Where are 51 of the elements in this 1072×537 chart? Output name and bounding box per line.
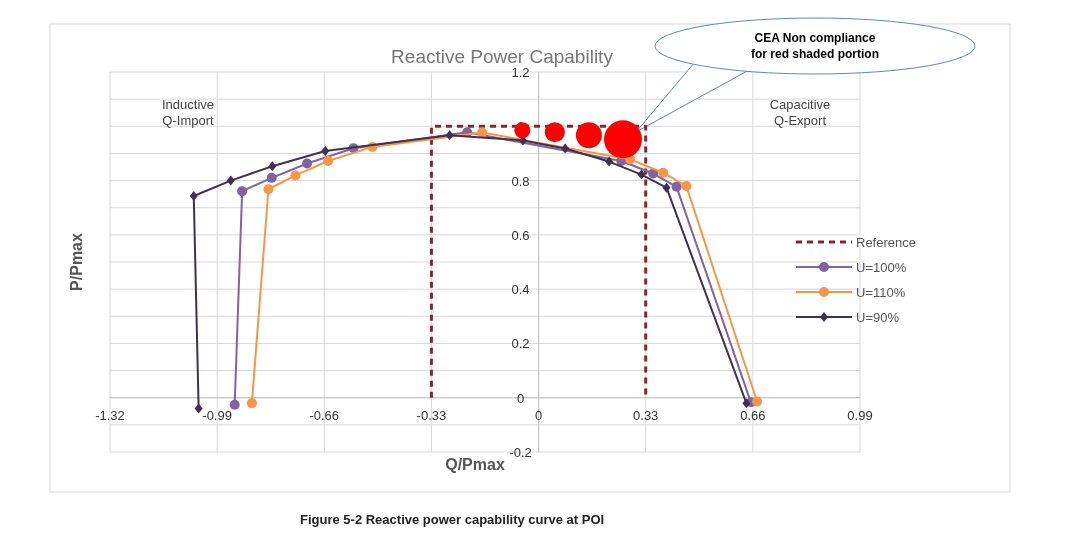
x-tick-label: 0.99 — [847, 407, 873, 423]
point — [290, 170, 301, 181]
legend-label: Reference — [856, 235, 916, 250]
x-tick-label: 0.66 — [740, 407, 766, 423]
point — [229, 399, 240, 410]
point — [237, 186, 248, 197]
point — [752, 396, 763, 407]
point — [637, 169, 646, 180]
point — [268, 161, 277, 172]
y-tick-label: 0.8 — [511, 173, 530, 189]
x-tick-label: 0 — [534, 407, 543, 423]
caption: Figure 5-2 Reactive power capability curve at POI — [300, 512, 605, 527]
chart-title: Reactive Power Capability — [391, 46, 614, 67]
point — [605, 156, 614, 167]
point — [477, 127, 488, 138]
point — [194, 403, 203, 414]
point — [671, 181, 682, 192]
text: CEA Non compliance for red shaded portion — [750, 31, 880, 61]
x-axis-title: Q/Pmax — [445, 456, 505, 473]
x-tick-label: 0.33 — [633, 407, 659, 423]
legend-label: U=100% — [856, 260, 907, 275]
annotation: Capacitive Q-Export — [769, 97, 831, 128]
x-tick-label: -1.32 — [95, 407, 125, 423]
x-tick-label: -0.33 — [416, 407, 447, 423]
point — [561, 143, 570, 154]
point — [321, 145, 330, 156]
point — [662, 182, 671, 193]
y-tick-label: 1.2 — [511, 65, 530, 80]
point — [681, 181, 692, 191]
legend-label: U=90% — [856, 310, 900, 325]
point — [742, 398, 751, 409]
y-tick-label: -0.2 — [509, 445, 532, 460]
y-tick-label: 0.4 — [511, 282, 530, 298]
x-tick-label: -0.99 — [202, 407, 232, 423]
x-tick-label: -0.66 — [309, 407, 340, 423]
annotation: Inductive Q-Import — [161, 97, 215, 128]
point — [323, 156, 334, 167]
point — [302, 158, 313, 169]
legend-label: U=110% — [856, 285, 906, 300]
point — [658, 167, 669, 178]
y-axis-title: P/Pmax — [68, 232, 85, 291]
point — [266, 172, 277, 183]
y-tick-label: 0 — [516, 390, 525, 406]
point — [648, 168, 659, 179]
y-tick-label: 0.2 — [511, 336, 530, 352]
point — [226, 175, 235, 186]
point — [263, 184, 274, 195]
point — [445, 130, 454, 141]
point — [246, 398, 257, 409]
point — [189, 191, 198, 202]
y-tick-label: 0.6 — [511, 227, 530, 243]
